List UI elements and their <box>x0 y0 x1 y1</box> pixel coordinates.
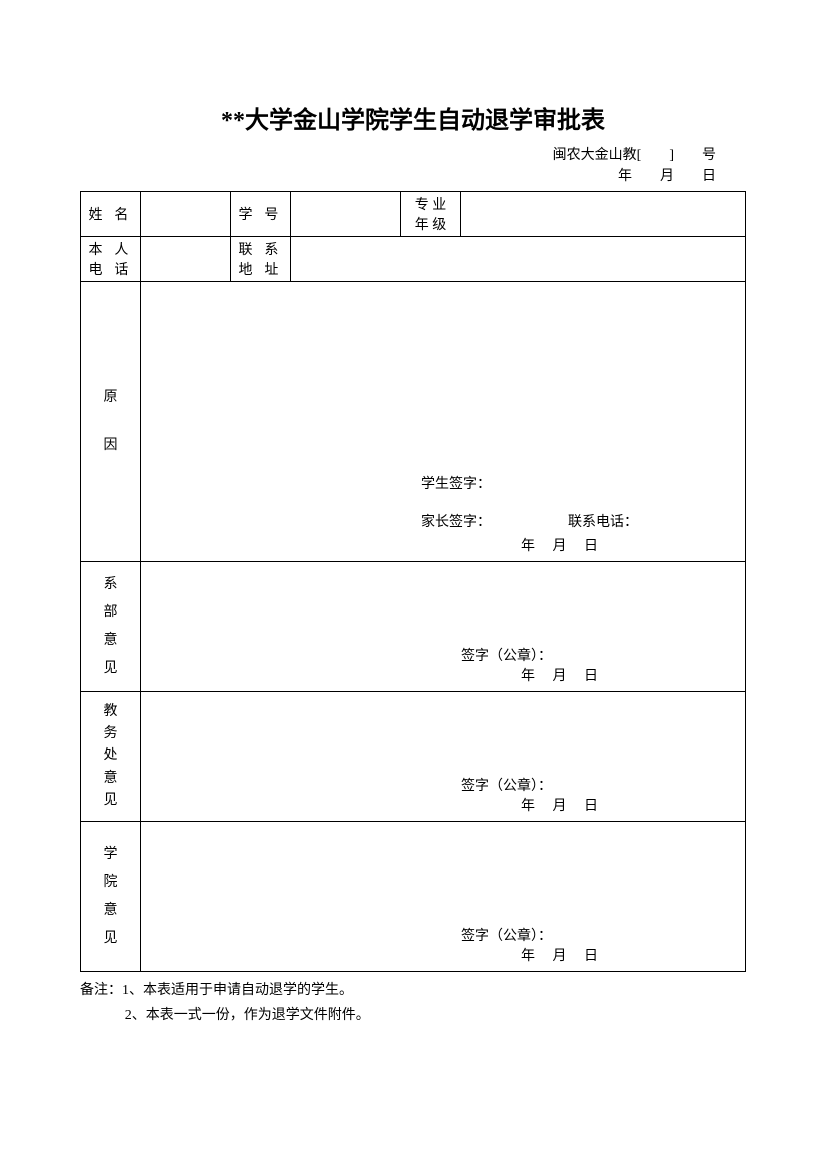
value-student-no <box>291 192 401 237</box>
label-phone: 本 人 电 话 <box>81 237 141 282</box>
header-info: 闽农大金山教[ ] 号 年 月 日 <box>80 145 746 187</box>
label-address: 联 系 地 址 <box>231 237 291 282</box>
label-reason: 原 因 <box>81 282 141 562</box>
acad-content: 签字（公章）： 年 月 日 <box>141 692 746 822</box>
notes: 备注：1、本表适用于申请自动退学的学生。 2、本表一式一份，作为退学文件附件。 <box>80 978 746 1028</box>
label-college: 学 院 意 见 <box>81 822 141 972</box>
value-name <box>141 192 231 237</box>
notes-prefix: 备注： <box>80 983 122 998</box>
label-dept: 系 部 意 见 <box>81 562 141 692</box>
parent-signature-line: 家长签字： 联系电话： <box>141 511 725 531</box>
student-signature: 学生签字： <box>141 473 725 493</box>
value-address <box>291 237 746 282</box>
header-date: 年 月 日 <box>80 166 716 187</box>
note-2: 2、本表一式一份，作为退学文件附件。 <box>80 1003 746 1028</box>
table-row: 系 部 意 见 签字（公章）： 年 月 日 <box>81 562 746 692</box>
label-student-no: 学 号 <box>231 192 291 237</box>
dept-date: 年 月 日 <box>141 665 725 685</box>
table-row: 教 务 处 意 见 签字（公章）： 年 月 日 <box>81 692 746 822</box>
value-major-grade <box>461 192 746 237</box>
college-seal: 签字（公章）： <box>141 925 725 945</box>
dept-seal: 签字（公章）： <box>141 645 725 665</box>
table-row: 本 人 电 话 联 系 地 址 <box>81 237 746 282</box>
doc-ref: 闽农大金山教[ ] 号 <box>80 145 716 166</box>
note-1: 1、本表适用于申请自动退学的学生。 <box>122 983 353 998</box>
acad-date: 年 月 日 <box>141 795 725 815</box>
dept-content: 签字（公章）： 年 月 日 <box>141 562 746 692</box>
reason-date: 年 月 日 <box>141 535 725 555</box>
label-acad: 教 务 处 意 见 <box>81 692 141 822</box>
acad-seal: 签字（公章）： <box>141 775 725 795</box>
college-content: 签字（公章）： 年 月 日 <box>141 822 746 972</box>
label-major-grade: 专 业 年 级 <box>401 192 461 237</box>
table-row: 姓 名 学 号 专 业 年 级 <box>81 192 746 237</box>
reason-content: 学生签字： 家长签字： 联系电话： 年 月 日 <box>141 282 746 562</box>
table-row: 学 院 意 见 签字（公章）： 年 月 日 <box>81 822 746 972</box>
value-phone <box>141 237 231 282</box>
page-title: **大学金山学院学生自动退学审批表 <box>80 100 746 135</box>
college-date: 年 月 日 <box>141 945 725 965</box>
approval-table: 姓 名 学 号 专 业 年 级 本 人 电 话 联 系 地 址 原 因 学生签字… <box>80 191 746 972</box>
label-name: 姓 名 <box>81 192 141 237</box>
table-row: 原 因 学生签字： 家长签字： 联系电话： 年 月 日 <box>81 282 746 562</box>
